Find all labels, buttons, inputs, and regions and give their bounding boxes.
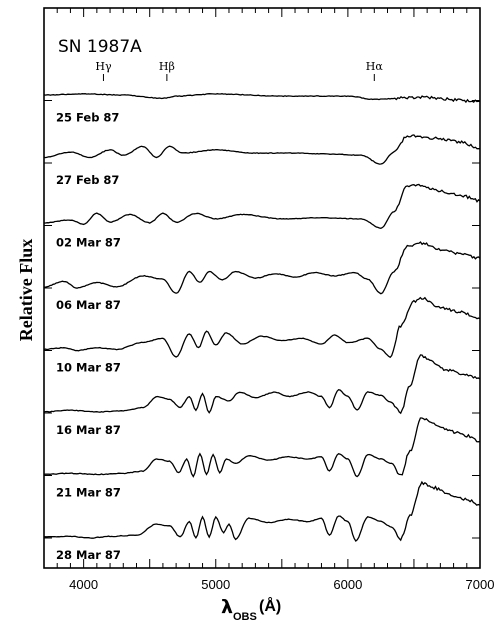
x-ticks: 4000 5000 6000 7000 xyxy=(43,8,495,592)
x-tick-label: 7000 xyxy=(466,577,495,592)
spectrum-line xyxy=(43,480,481,542)
line-marker-label: Hβ xyxy=(159,60,175,73)
spectrum-line xyxy=(43,93,481,104)
spectrum-date-label: 25 Feb 87 xyxy=(56,111,119,125)
spectrum-line xyxy=(43,417,481,478)
x-axis-label-subscript: OBS xyxy=(233,611,257,623)
spectrum-date-label: 16 Mar 87 xyxy=(56,423,121,437)
line-marker-label: Hα xyxy=(366,60,384,73)
x-axis-label-unit: (Å) xyxy=(259,596,281,615)
x-tick-label: 5000 xyxy=(201,577,230,592)
x-axis-label-symbol: λ xyxy=(221,596,233,618)
spectrum-date-label: 27 Feb 87 xyxy=(56,173,119,187)
x-axis-label: λ OBS (Å) xyxy=(221,596,281,623)
spectra-series: 25 Feb 87 27 Feb 87 02 Mar 87 06 Mar 87 10 M… xyxy=(43,93,481,562)
x-tick-label: 6000 xyxy=(333,577,362,592)
line-markers: Hγ Hβ Hα xyxy=(95,60,383,81)
spectrum-date-label: 02 Mar 87 xyxy=(56,236,121,250)
spectrum-date-label: 28 Mar 87 xyxy=(56,548,121,562)
spectrum-line xyxy=(44,241,481,295)
plot-frame xyxy=(43,7,481,569)
chart-title: SN 1987A xyxy=(58,37,142,57)
line-marker-label: Hγ xyxy=(95,60,112,73)
spectrum-line xyxy=(43,134,480,165)
x-tick-label: 4000 xyxy=(69,577,98,592)
spectrum-date-label: 10 Mar 87 xyxy=(56,361,121,375)
spectrum-date-label: 21 Mar 87 xyxy=(56,486,121,500)
spectrum-line xyxy=(43,354,481,415)
spectrum-line xyxy=(44,183,481,229)
y-axis-label: Relative Flux xyxy=(16,239,36,341)
spectrum-date-label: 06 Mar 87 xyxy=(56,298,121,312)
spectrum-line xyxy=(43,296,481,359)
y-ticks xyxy=(44,100,480,539)
